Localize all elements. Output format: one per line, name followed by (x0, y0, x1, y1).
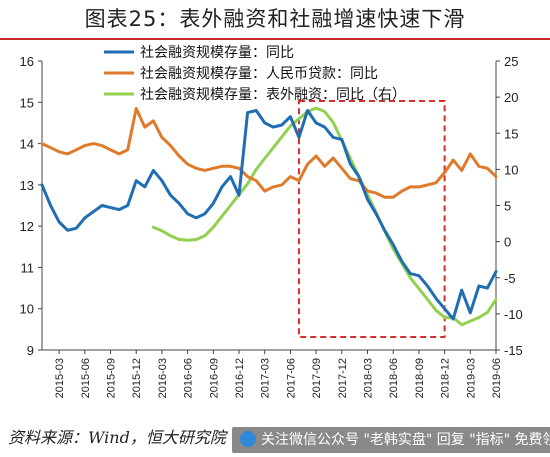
title-divider (0, 38, 550, 40)
series-line-1 (40, 109, 498, 321)
chart-title: 图表25：表外融资和社融增速快速下滑 (84, 7, 466, 31)
highlight-dashed-box (297, 100, 446, 338)
x-tick-label: 2015-03 (54, 358, 66, 398)
watermark-banner: 关注微信公众号 "老韩实盘" 回复 "指标" 免费领 (232, 427, 550, 453)
x-tick-label: 2017-09 (311, 358, 323, 398)
x-tick-label: 2015-06 (80, 358, 92, 398)
right-tick-label: 10 (504, 162, 518, 177)
x-tick-label: 2019-06 (491, 358, 503, 398)
legend-label-2: 社会融资规模存量：人民币贷款：同比 (140, 66, 378, 82)
left-tick-label: 11 (21, 260, 35, 275)
right-tick-label: -5 (504, 271, 516, 286)
source-note: 资料来源：Wind，恒大研究院 (8, 428, 226, 447)
x-tick-label: 2016-06 (183, 358, 195, 398)
left-tick-label: 16 (20, 54, 34, 69)
right-tick-label: 25 (504, 54, 518, 69)
x-tick-label: 2015-09 (106, 358, 118, 398)
x-tick-label: 2019-03 (465, 358, 477, 398)
x-tick-label: 2018-03 (363, 358, 375, 398)
x-tick-label: 2017-06 (285, 358, 297, 398)
x-tick-label: 2018-09 (414, 358, 426, 398)
x-tick-label: 2016-09 (208, 358, 220, 398)
wechat-icon (240, 431, 256, 447)
series-line-2 (40, 107, 498, 199)
legend-label-1: 社会融资规模存量：同比 (140, 45, 294, 61)
left-tick-label: 12 (20, 219, 34, 234)
right-tick-label: -15 (504, 343, 523, 358)
legend-label-3: 社会融资规模存量：表外融资：同比（右） (140, 87, 406, 103)
right-tick-label: 0 (504, 235, 511, 250)
series-line-3 (151, 106, 498, 327)
left-tick-label: 13 (20, 178, 34, 193)
left-tick-label: 10 (20, 302, 34, 317)
x-tick-label: 2018-06 (388, 358, 400, 398)
right-tick-label: -10 (504, 307, 523, 322)
right-tick-label: 20 (504, 90, 518, 105)
x-tick-label: 2018-12 (440, 358, 452, 398)
right-tick-label: 15 (504, 126, 518, 141)
left-tick-label: 9 (27, 343, 34, 358)
x-tick-label: 2016-12 (234, 358, 246, 398)
right-tick-label: 5 (504, 199, 511, 214)
x-tick-label: 2016-03 (157, 358, 169, 398)
left-tick-label: 15 (20, 95, 34, 110)
x-tick-label: 2015-12 (131, 358, 143, 398)
x-tick-label: 2017-03 (260, 358, 272, 398)
x-tick-label: 2017-12 (337, 358, 349, 398)
watermark-text: 关注微信公众号 "老韩实盘" 回复 "指标" 免费领 (261, 432, 550, 448)
left-tick-label: 14 (20, 137, 34, 152)
